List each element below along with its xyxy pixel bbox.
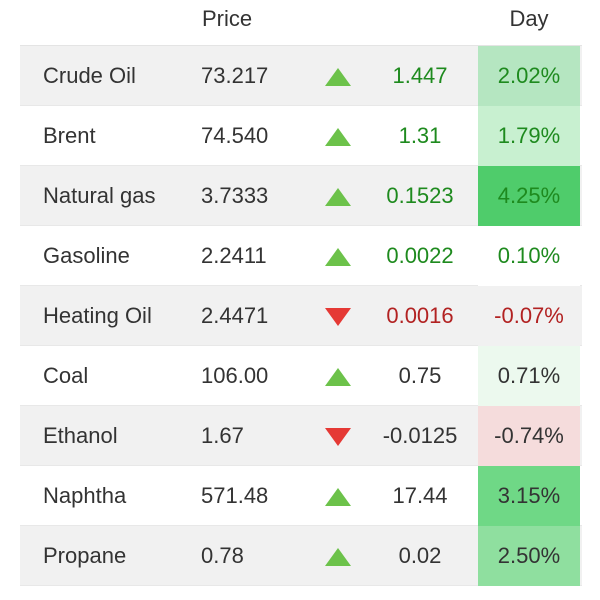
up-arrow-icon [325, 526, 351, 586]
table-row[interactable]: Brent 74.540 1.31 1.79% [20, 106, 582, 166]
commodity-name[interactable]: Heating Oil [43, 303, 152, 328]
commodity-day-change: 1.79% [478, 106, 580, 166]
commodity-name[interactable]: Brent [43, 123, 96, 148]
commodity-price: 571.48 [201, 483, 269, 508]
commodity-price: 73.217 [201, 63, 269, 88]
commodity-day-change: 0.10% [478, 226, 580, 286]
up-arrow-icon [325, 466, 351, 526]
commodity-name[interactable]: Naphtha [43, 483, 127, 508]
commodity-day-change: -0.07% [478, 286, 580, 346]
table-body: Crude Oil 73.217 1.447 2.02% Brent 74.54… [20, 46, 582, 586]
table-row[interactable]: Coal 106.00 0.75 0.71% [20, 346, 582, 406]
commodity-price: 3.7333 [201, 183, 269, 208]
table-row[interactable]: Crude Oil 73.217 1.447 2.02% [20, 46, 582, 106]
commodity-name[interactable]: Propane [43, 543, 127, 568]
commodity-change: -0.0125 [382, 423, 458, 448]
commodity-change: 1.31 [398, 123, 442, 148]
commodity-price: 106.00 [201, 363, 269, 388]
table-row[interactable]: Ethanol 1.67 -0.0125 -0.74% [20, 406, 582, 466]
up-arrow-icon [325, 166, 351, 226]
commodity-change: 0.02 [398, 543, 442, 568]
commodity-name[interactable]: Coal [43, 363, 89, 388]
table-row[interactable]: Gasoline 2.2411 0.0022 0.10% [20, 226, 582, 286]
commodity-day-change: -0.74% [478, 406, 580, 466]
commodity-day-change: 4.25% [478, 166, 580, 226]
commodity-change: 0.0022 [386, 243, 454, 268]
commodity-change: 1.447 [392, 63, 448, 88]
table-row[interactable]: Natural gas 3.7333 0.1523 4.25% [20, 166, 582, 226]
commodity-day-change: 0.71% [478, 346, 580, 406]
up-arrow-icon [325, 106, 351, 166]
down-arrow-icon [325, 406, 351, 466]
commodity-price: 74.540 [201, 123, 269, 148]
up-arrow-icon [325, 46, 351, 106]
up-arrow-icon [325, 346, 351, 406]
commodity-day-change: 2.50% [478, 526, 580, 586]
commodity-name[interactable]: Ethanol [43, 423, 118, 448]
commodity-change: 0.1523 [386, 183, 454, 208]
commodity-price: 1.67 [201, 423, 244, 448]
commodities-table: Price Day Crude Oil 73.217 1.447 2.02% B… [20, 0, 582, 600]
commodity-change: 17.44 [392, 483, 448, 508]
price-column-header[interactable]: Price [202, 6, 253, 31]
commodity-day-change: 3.15% [478, 466, 580, 526]
down-arrow-icon [325, 286, 351, 346]
up-arrow-icon [325, 226, 351, 286]
commodity-price: 2.2411 [201, 243, 267, 268]
commodity-day-change: 2.02% [478, 46, 580, 106]
day-column-header[interactable]: Day [509, 6, 549, 31]
table-row[interactable]: Heating Oil 2.4471 0.0016 -0.07% [20, 286, 582, 346]
table-row[interactable]: Propane 0.78 0.02 2.50% [20, 526, 582, 586]
commodity-change: 0.0016 [386, 303, 454, 328]
table-header: Price Day [20, 0, 582, 46]
commodity-price: 2.4471 [201, 303, 269, 328]
table-row[interactable]: Naphtha 571.48 17.44 3.15% [20, 466, 582, 526]
commodity-name[interactable]: Natural gas [43, 183, 156, 208]
commodity-name[interactable]: Crude Oil [43, 63, 136, 88]
commodity-name[interactable]: Gasoline [43, 243, 130, 268]
commodity-change: 0.75 [398, 363, 442, 388]
commodity-price: 0.78 [201, 543, 244, 568]
